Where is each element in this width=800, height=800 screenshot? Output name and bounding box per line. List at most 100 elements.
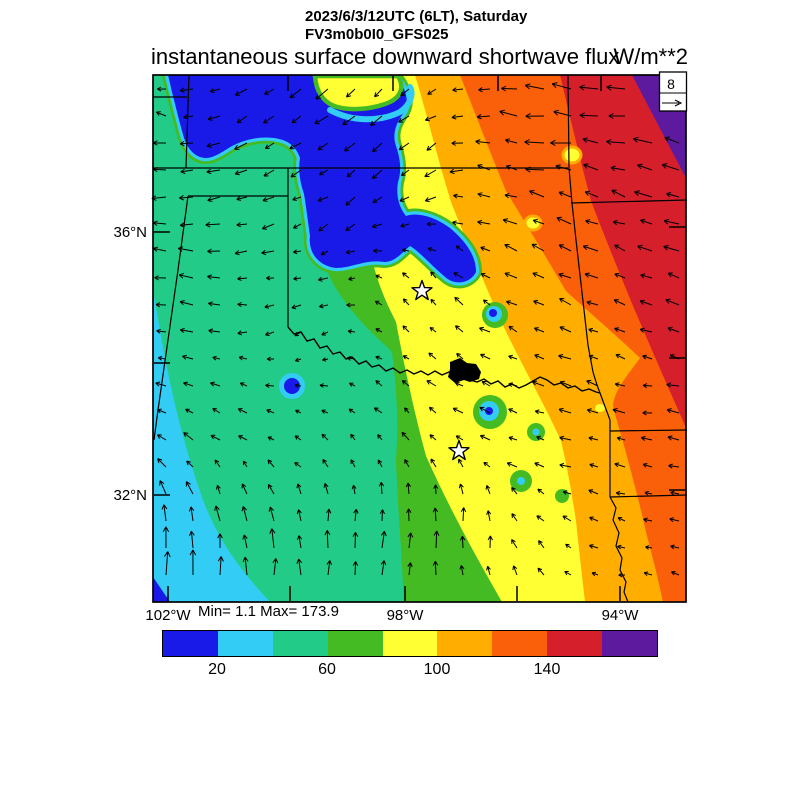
wind-arrow [294,383,302,388]
wind-arrow [559,462,572,469]
wind-arrow [427,88,437,95]
wind-arrow [400,223,410,228]
wind-arrow [346,169,356,178]
wind-arrow [262,196,275,202]
wind-arrow [291,115,302,124]
wind-arrow [475,139,491,145]
wind-arrow [345,223,356,232]
wind-arrow [183,432,194,441]
wind-arrow [350,459,356,468]
wind-arrow [265,383,275,389]
wind-arrow [504,272,518,279]
rivers [287,326,601,394]
wind-arrow [614,244,626,252]
wind-arrow [667,272,680,279]
wind-arrow [157,86,167,92]
state-border-line [568,167,601,394]
wind-arrow [432,507,439,522]
wind-arrow [433,484,439,495]
wind-arrow [452,87,464,93]
wind-arrow [642,383,653,389]
wind-arrow [614,327,626,333]
cloud-spot-blue [485,407,493,415]
wind-arrow [351,484,357,495]
wind-arrow [499,109,518,117]
wind-arrow [159,480,167,495]
wind-arrow [670,490,680,496]
wind-arrow [480,273,491,279]
wind-arrow [532,272,545,279]
wind-arrow [348,382,356,387]
wind-arrow [206,168,221,175]
wind-arrow [479,326,491,333]
wind-arrow [205,221,221,228]
band-20-40 [153,290,270,602]
wind-arrow [559,380,572,387]
wind-arrow [432,560,439,576]
wind-arrow [237,330,248,336]
wind-arrow [479,406,491,414]
wind-arrow [482,299,491,306]
wind-arrow [155,381,167,387]
wind-arrow [296,509,302,522]
wind-arrow [209,88,221,94]
wind-arrow [427,247,437,252]
wind-arrow [616,436,626,441]
wind-arrow [348,408,356,414]
wind-arrow [348,276,356,281]
wind-arrow [321,331,329,336]
wind-arrow [642,410,653,416]
wind-arrow [236,222,248,228]
cloud-hole-yellow [312,75,404,112]
wind-arrow [668,463,680,469]
wind-arrow [291,304,302,310]
wind-arrow [214,505,221,522]
wind-arrow [553,109,572,117]
wind-arrow [586,379,599,387]
wind-arrow [272,558,279,576]
wind-arrow [564,571,572,576]
wind-arrow [400,88,410,97]
wind-arrow [179,300,194,306]
wind-arrow [212,408,221,414]
flux-bands [153,75,686,602]
colorbar-segment [163,631,218,656]
wind-arrow [583,163,599,171]
wind-arrow [582,244,599,252]
wind-arrow [483,461,491,468]
wind-arrow [665,298,680,306]
wind-arrow [558,244,572,252]
model-run-title: FV3m0b0I0_GFS025 [305,26,449,43]
wind-arrow [216,484,221,495]
wind-arrow [666,192,680,198]
wind-arrow [217,533,223,548]
state-border-line [185,74,190,169]
state-border-line [609,494,688,498]
wind-arrow [585,219,599,225]
wind-arrow [532,219,545,225]
wind-arrow [508,325,518,333]
wind-arrow [157,408,167,414]
wind-arrow [401,248,410,253]
wind-arrow [614,462,626,468]
wind-arrow [294,435,302,441]
wind-arrow [374,300,383,306]
wind-arrow [265,331,275,337]
wind-arrow [618,572,626,578]
wind-arrow [152,246,167,252]
wind-arrow [455,245,464,252]
wind-arrow [217,556,224,576]
wind-arrow [454,325,464,333]
wind-arrow [454,296,464,306]
wind-arrow [315,88,329,100]
wind-arrow [318,303,329,309]
wind-arrow [179,140,194,147]
wind-arrow [501,85,518,92]
wind-arrow [238,435,248,441]
wind-arrow [319,383,329,388]
wind-arrow [455,382,464,387]
wind-arrow [664,136,680,144]
wind-arrow [401,380,410,387]
wind-arrow [289,142,302,150]
